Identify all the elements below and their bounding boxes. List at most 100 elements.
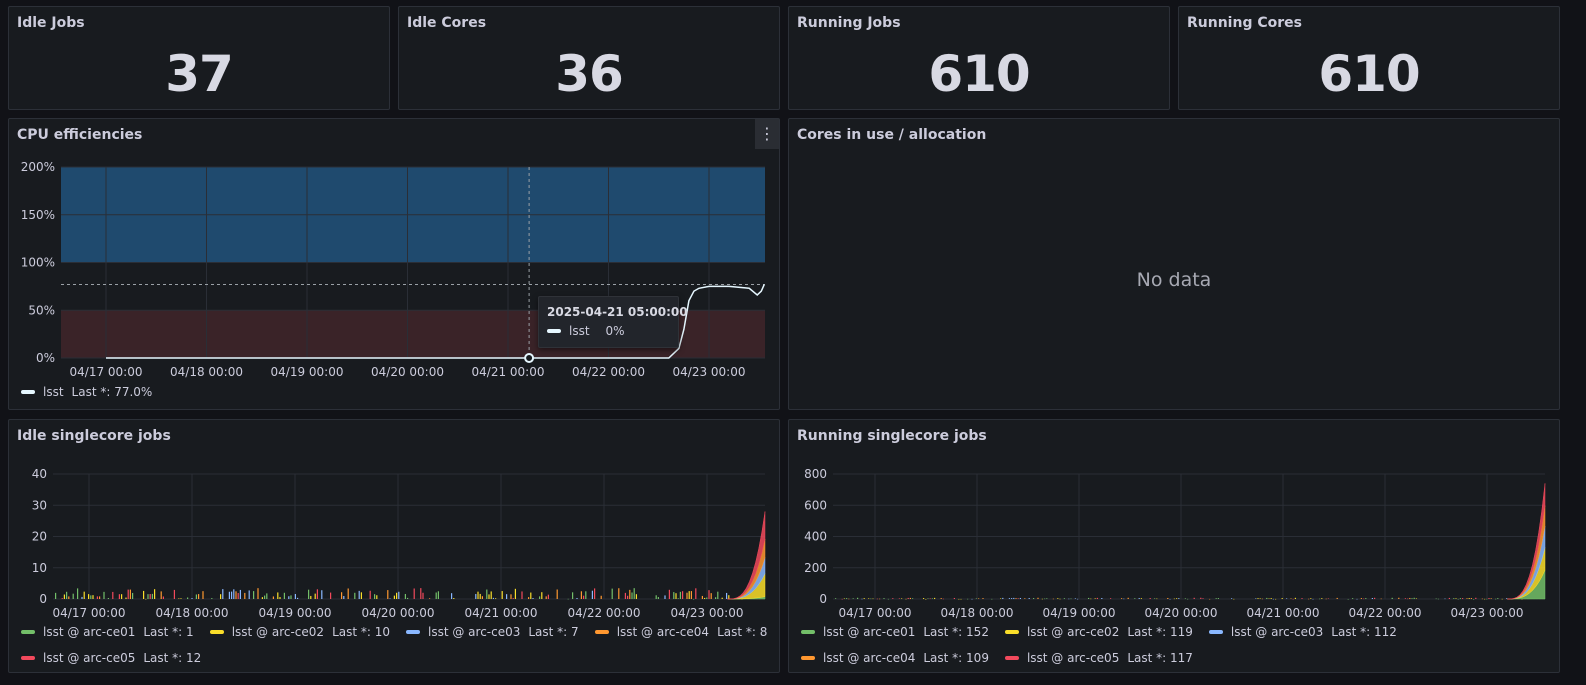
activity-bar: [1292, 598, 1294, 600]
activity-bar: [1272, 598, 1274, 600]
activity-bar: [693, 598, 695, 600]
legend-item[interactable]: lsst @ arc-ce02 Last *: 119: [1004, 625, 1193, 639]
activity-bar: [107, 598, 109, 599]
activity-bar: [1352, 598, 1354, 599]
activity-bar: [572, 592, 574, 599]
activity-bar: [872, 598, 874, 600]
activity-bar: [1365, 598, 1367, 599]
activity-bar: [66, 591, 68, 599]
activity-bar: [233, 589, 235, 599]
legend-item[interactable]: lsst Last *: 77.0%: [21, 385, 152, 399]
activity-bar: [580, 591, 582, 599]
activity-bar: [154, 589, 156, 599]
activity-bar: [495, 598, 497, 599]
activity-bar: [611, 588, 613, 599]
activity-bar: [1468, 598, 1470, 599]
activity-bar: [1215, 598, 1217, 599]
tooltip-value: 0%: [605, 324, 625, 338]
activity-bar: [147, 594, 149, 599]
cpu-efficiencies-panel[interactable]: CPU efficiencies ⋮ 0% 50% 100% 150% 200% 04/1…: [8, 118, 780, 410]
activity-bar: [99, 596, 101, 599]
activity-bar: [398, 591, 400, 599]
activity-bar: [354, 592, 356, 599]
idle-singlecore-panel[interactable]: Idle singlecore jobs 0 10 20 30 40 04/17 00:0…: [8, 419, 780, 673]
activity-bar: [726, 592, 728, 599]
legend-item[interactable]: lsst @ arc-ce04 Last *: 8: [594, 625, 767, 639]
activity-bar: [717, 591, 719, 599]
activity-bar: [624, 592, 626, 599]
activity-bar: [1501, 598, 1503, 600]
activity-bar: [927, 598, 929, 599]
legend-item[interactable]: lsst @ arc-ce01 Last *: 152: [801, 625, 989, 639]
activity-bar: [83, 591, 85, 599]
activity-bar: [1363, 598, 1365, 600]
activity-bar: [982, 598, 984, 599]
panel-menu-button[interactable]: ⋮: [755, 119, 779, 149]
activity-bar: [1380, 598, 1382, 600]
legend-item[interactable]: lsst @ arc-ce02 Last *: 10: [209, 625, 390, 639]
activity-bar: [475, 593, 477, 599]
activity-bar: [631, 592, 633, 599]
activity-bar: [1233, 598, 1235, 600]
legend-item[interactable]: lsst @ arc-ce05 Last *: 12: [21, 651, 201, 665]
activity-bar: [1268, 598, 1270, 599]
y-tick-label: 200: [804, 561, 827, 575]
activity-bar: [488, 594, 490, 599]
activity-bar: [118, 594, 120, 599]
activity-bar: [477, 591, 479, 599]
x-tick-label: 04/18 00:00: [170, 365, 243, 379]
activity-bar: [975, 598, 977, 599]
activity-bar: [583, 595, 585, 599]
y-tick-label: 0%: [36, 351, 55, 365]
activity-bar: [682, 591, 684, 599]
activity-bar: [1059, 598, 1061, 600]
activity-bar: [679, 591, 681, 599]
activity-bar: [929, 598, 931, 599]
activity-bar: [81, 596, 83, 599]
activity-bar: [539, 596, 541, 599]
activity-bar: [248, 590, 250, 599]
activity-bar: [72, 593, 74, 599]
series-line-lsst: [106, 284, 765, 359]
activity-bar: [222, 589, 224, 599]
y-tick-label: 40: [32, 467, 47, 481]
activity-bar: [1037, 597, 1039, 599]
activity-bar: [1312, 598, 1314, 600]
activity-bar: [991, 598, 993, 600]
activity-bar: [490, 591, 492, 599]
legend-item[interactable]: lsst @ arc-ce01 Last *: 1: [21, 625, 194, 639]
cpu-efficiency-chart[interactable]: 0% 50% 100% 150% 200% 04/17 00:00 04/18 00:00 0…: [9, 119, 779, 409]
stat-panel-running-cores[interactable]: Running Cores 610: [1178, 6, 1560, 110]
series-swatch: [547, 329, 561, 333]
running-singlecore-panel[interactable]: Running singlecore jobs 0 200 400 600 800 04/…: [788, 419, 1560, 673]
activity-bar: [512, 598, 514, 599]
idle-singlecore-chart[interactable]: 0 10 20 30 40 04/17 00:00 04/18 00:00 04/19 00:…: [9, 420, 779, 625]
legend-item[interactable]: lsst @ arc-ce05 Last *: 117: [1004, 651, 1193, 665]
activity-bar: [1473, 598, 1475, 600]
legend-item[interactable]: lsst @ arc-ce03 Last *: 7: [406, 625, 579, 639]
activity-bar: [1462, 598, 1464, 599]
activity-bar: [1000, 598, 1002, 599]
legend-item[interactable]: lsst @ arc-ce04 Last *: 109: [801, 651, 989, 665]
activity-bar: [195, 594, 197, 599]
activity-bar: [953, 597, 955, 599]
activity-bar: [277, 592, 279, 599]
activity-bar: [510, 594, 512, 599]
legend-item[interactable]: lsst @ arc-ce03 Last *: 112: [1208, 625, 1397, 639]
activity-bar: [1068, 598, 1070, 600]
running-singlecore-chart[interactable]: 0 200 400 600 800 04/17 00:00 04/18 00:00 04/19…: [789, 420, 1559, 625]
activity-bar: [960, 598, 962, 600]
activity-bar: [633, 588, 635, 599]
stat-panel-idle-cores[interactable]: Idle Cores 36: [398, 6, 780, 110]
activity-bar: [63, 594, 65, 599]
activity-bar: [68, 596, 70, 599]
x-tick-label: 04/21 00:00: [472, 365, 545, 379]
activity-bar: [149, 594, 151, 599]
stat-panel-idle-jobs[interactable]: Idle Jobs 37: [8, 6, 390, 110]
cores-allocation-panel[interactable]: Cores in use / allocation No data: [788, 118, 1560, 410]
stat-panel-running-jobs[interactable]: Running Jobs 610: [788, 6, 1170, 110]
activity-bar: [178, 598, 180, 599]
activity-bar: [1013, 597, 1015, 599]
activity-bar: [686, 592, 688, 599]
activity-bar: [1063, 598, 1065, 599]
